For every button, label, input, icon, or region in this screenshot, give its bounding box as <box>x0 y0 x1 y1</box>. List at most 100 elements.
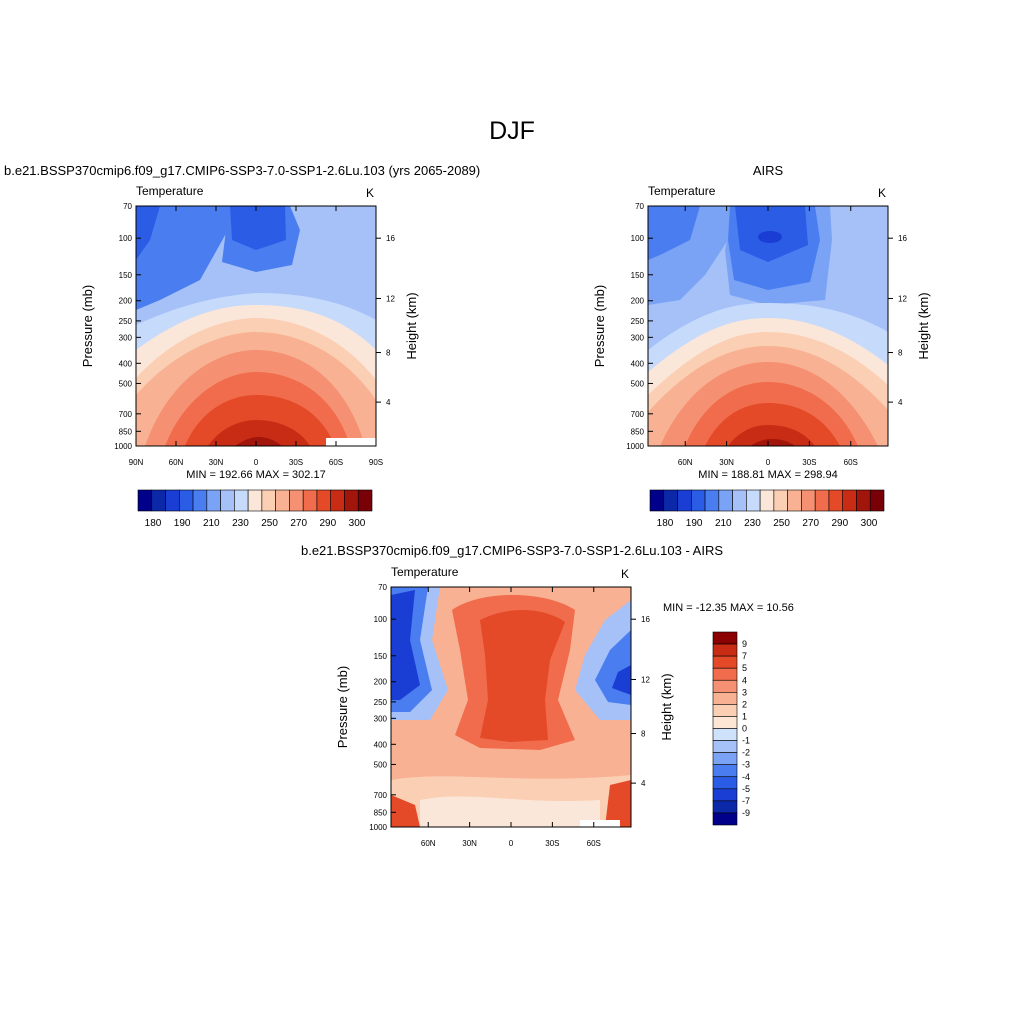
y2-tick-label: 8 <box>898 349 903 358</box>
colorbar-label: 290 <box>320 518 337 529</box>
colorbar-label: 300 <box>349 518 366 529</box>
contour-fill <box>728 425 815 446</box>
colorbar-swatch <box>234 489 249 512</box>
y-tick-label: 250 <box>374 698 388 707</box>
y-tick-label: 150 <box>374 652 388 661</box>
y2-tick-label: 16 <box>386 234 395 243</box>
contour-fill <box>208 420 310 446</box>
colorbar-swatch <box>192 489 208 512</box>
colorbar-label: 190 <box>174 518 191 529</box>
colorbar-swatch <box>773 489 788 512</box>
contour-fill <box>480 610 565 742</box>
y-tick-label: 100 <box>374 615 388 624</box>
y-tick-label: 1000 <box>114 442 132 451</box>
x-tick-label: 0 <box>766 458 771 467</box>
y2-tick-label: 12 <box>898 294 907 303</box>
contour-fill <box>648 206 700 260</box>
colorbar-swatch <box>330 489 345 512</box>
colorbar-swatch <box>718 489 733 512</box>
y-axis-label: Pressure (mb) <box>592 285 607 367</box>
y-tick-label: 400 <box>119 359 133 368</box>
colorbar-swatch <box>690 489 706 512</box>
y-tick-label: 1000 <box>626 442 644 451</box>
contour-fill <box>612 665 631 695</box>
y-tick-label: 200 <box>631 297 645 306</box>
colorbar-swatch <box>712 667 738 681</box>
y-tick-label: 700 <box>119 410 133 419</box>
colorbar-swatch <box>344 489 359 512</box>
colorbar-label: 210 <box>203 518 220 529</box>
units-label: K <box>878 186 886 200</box>
colorbar-label: 180 <box>145 518 162 529</box>
colorbar-swatch <box>178 489 194 512</box>
x-tick-label: 30N <box>719 458 734 467</box>
colorbar-label: 300 <box>861 518 878 529</box>
colorbar-swatch <box>677 489 692 512</box>
x-tick-label: 0 <box>254 458 259 467</box>
y-tick-label: 1000 <box>369 823 387 832</box>
colorbar-swatch <box>842 489 857 512</box>
y-tick-label: 150 <box>631 271 645 280</box>
contour-fill <box>235 437 282 446</box>
y2-axis-label: Height (km) <box>659 673 674 740</box>
colorbar-swatch <box>787 489 802 512</box>
colorbar-label: 250 <box>261 518 278 529</box>
colorbar-swatch <box>869 489 885 512</box>
y-tick-label: 100 <box>119 234 133 243</box>
colorbar-label: 290 <box>832 518 849 529</box>
colorbar-label: -7 <box>742 796 750 806</box>
colorbar-swatch <box>828 489 844 512</box>
colorbar-swatch <box>801 489 816 512</box>
x-tick-label: 60S <box>844 458 858 467</box>
x-tick-label: 30S <box>289 458 303 467</box>
y-tick-label: 70 <box>123 202 132 211</box>
colorbar-swatch <box>712 679 738 693</box>
colorbar-swatch <box>712 643 738 657</box>
colorbar-label: 250 <box>773 518 790 529</box>
contour-fill <box>230 206 286 250</box>
contour-fill <box>750 439 795 446</box>
colorbar-label: 230 <box>744 518 761 529</box>
contour-plot-model <box>136 206 376 446</box>
colorbar-label: 270 <box>290 518 307 529</box>
contour-fill <box>136 206 160 260</box>
colorbar-swatch <box>151 489 166 512</box>
y-tick-label: 250 <box>119 317 133 326</box>
y-axis-label: Pressure (mb) <box>335 666 350 748</box>
colorbar-swatch <box>712 788 738 802</box>
colorbar-swatch <box>289 489 304 512</box>
colorbar-label: 230 <box>232 518 249 529</box>
x-tick-label: 90S <box>369 458 383 467</box>
colorbar-swatch <box>856 489 871 512</box>
y-tick-label: 100 <box>631 234 645 243</box>
y-tick-label: 500 <box>631 379 645 388</box>
contour-fill <box>420 796 600 827</box>
x-tick-label: 60N <box>421 839 436 848</box>
colorbar-label: 7 <box>742 651 747 661</box>
colorbar-label: -9 <box>742 808 750 818</box>
colorbar-label: 180 <box>657 518 674 529</box>
colorbar-label: 0 <box>742 724 747 734</box>
colorbar-swatch <box>206 489 221 512</box>
contour-plot-difference <box>391 587 631 827</box>
colorbar-swatch <box>712 728 738 741</box>
min-max-label: MIN = -12.35 MAX = 10.56 <box>663 602 794 614</box>
x-tick-label: 30S <box>802 458 816 467</box>
units-label: K <box>621 567 629 581</box>
colorbar-swatch <box>302 489 318 512</box>
colorbar-swatch <box>316 489 332 512</box>
colorbar-label: -4 <box>742 772 750 782</box>
contour-plot-airs <box>648 206 888 446</box>
colorbar-swatch <box>712 692 738 705</box>
colorbar-label: 1 <box>742 711 747 721</box>
min-max-label: MIN = 192.66 MAX = 302.17 <box>186 469 325 481</box>
y-tick-label: 300 <box>119 333 133 342</box>
colorbar-label: 190 <box>686 518 703 529</box>
colorbar-swatch <box>712 800 738 814</box>
colorbar-swatch <box>814 489 830 512</box>
x-tick-label: 60S <box>329 458 343 467</box>
y-tick-label: 850 <box>119 427 133 436</box>
colorbar-label: 210 <box>715 518 732 529</box>
colorbar-swatch <box>220 489 235 512</box>
colorbar-label: 4 <box>742 675 747 685</box>
